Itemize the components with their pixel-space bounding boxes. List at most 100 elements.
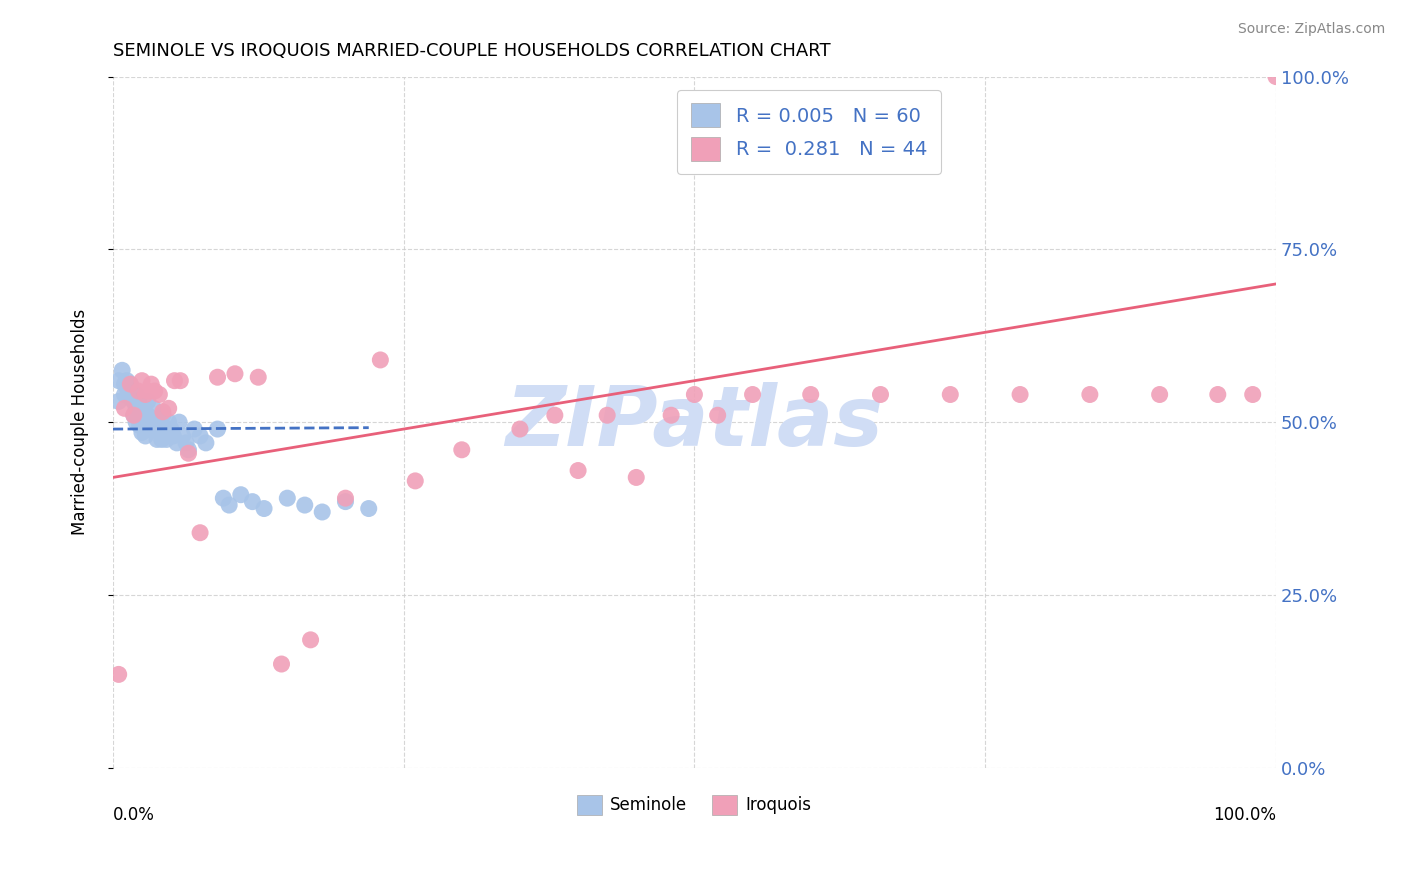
Point: [596, 409, 619, 423]
Point: [567, 463, 589, 477]
Point: [117, 384, 139, 398]
Point: [120, 377, 142, 392]
Point: [148, 411, 170, 425]
Point: [157, 401, 180, 416]
Point: [142, 401, 165, 416]
Point: [141, 377, 163, 392]
Point: [335, 491, 357, 505]
Point: [162, 429, 184, 443]
Point: [136, 422, 159, 436]
Point: [107, 667, 129, 681]
Point: [155, 433, 177, 447]
Point: [143, 384, 166, 398]
Point: [294, 498, 316, 512]
Point: [125, 387, 148, 401]
Point: [218, 498, 240, 512]
Point: [122, 394, 145, 409]
Point: [131, 425, 153, 440]
Point: [148, 387, 170, 401]
Point: [1010, 387, 1032, 401]
Point: [125, 401, 148, 416]
Point: [136, 409, 159, 423]
Point: [1149, 387, 1171, 401]
Text: 100.0%: 100.0%: [1213, 805, 1277, 823]
Point: [127, 394, 149, 409]
Point: [183, 422, 205, 436]
Point: [139, 411, 162, 425]
Point: [172, 429, 194, 443]
Point: [122, 409, 145, 423]
Point: [626, 470, 648, 484]
Point: [148, 422, 170, 436]
Point: [134, 409, 156, 423]
Point: [1241, 387, 1264, 401]
Point: [131, 411, 153, 425]
Point: [114, 377, 136, 392]
Point: [141, 422, 163, 436]
Point: [224, 367, 246, 381]
Point: [683, 387, 706, 401]
Point: [177, 446, 200, 460]
Point: [114, 387, 136, 401]
Point: [242, 494, 264, 508]
Point: [122, 409, 145, 423]
Point: [150, 433, 173, 447]
Point: [127, 384, 149, 398]
Point: [134, 418, 156, 433]
Legend: Seminole, Iroquois: Seminole, Iroquois: [571, 788, 818, 822]
Point: [253, 501, 276, 516]
Point: [157, 415, 180, 429]
Point: [174, 436, 197, 450]
Point: [404, 474, 426, 488]
Point: [207, 422, 229, 436]
Point: [125, 415, 148, 429]
Point: [207, 370, 229, 384]
Point: [212, 491, 235, 505]
Point: [127, 409, 149, 423]
Point: [659, 409, 682, 423]
Text: SEMINOLE VS IROQUOIS MARRIED-COUPLE HOUSEHOLDS CORRELATION CHART: SEMINOLE VS IROQUOIS MARRIED-COUPLE HOUS…: [112, 42, 831, 60]
Point: [229, 488, 252, 502]
Point: [107, 374, 129, 388]
Point: [152, 409, 174, 423]
Point: [169, 374, 191, 388]
Point: [160, 422, 183, 436]
Point: [869, 387, 891, 401]
Point: [166, 436, 188, 450]
Point: [335, 494, 357, 508]
Point: [120, 391, 142, 405]
Point: [131, 401, 153, 416]
Point: [270, 657, 292, 671]
Point: [370, 353, 392, 368]
Point: [450, 442, 472, 457]
Point: [177, 442, 200, 457]
Point: [115, 374, 138, 388]
Point: [311, 505, 333, 519]
Point: [188, 429, 211, 443]
Point: [1206, 387, 1229, 401]
Point: [136, 384, 159, 398]
Point: [167, 415, 190, 429]
Text: Source: ZipAtlas.com: Source: ZipAtlas.com: [1237, 22, 1385, 37]
Text: 0.0%: 0.0%: [112, 805, 155, 823]
Point: [134, 387, 156, 401]
Point: [111, 363, 134, 377]
Point: [153, 422, 176, 436]
Y-axis label: Married-couple Households: Married-couple Households: [72, 309, 89, 535]
Point: [146, 433, 169, 447]
Point: [800, 387, 823, 401]
Point: [706, 409, 728, 423]
Point: [509, 422, 531, 436]
Point: [1078, 387, 1101, 401]
Point: [120, 377, 142, 392]
Point: [299, 632, 322, 647]
Point: [134, 429, 156, 443]
Point: [939, 387, 962, 401]
Point: [142, 415, 165, 429]
Point: [152, 405, 174, 419]
Point: [163, 374, 186, 388]
Point: [1265, 70, 1288, 84]
Point: [276, 491, 298, 505]
Point: [188, 525, 211, 540]
Point: [107, 394, 129, 409]
